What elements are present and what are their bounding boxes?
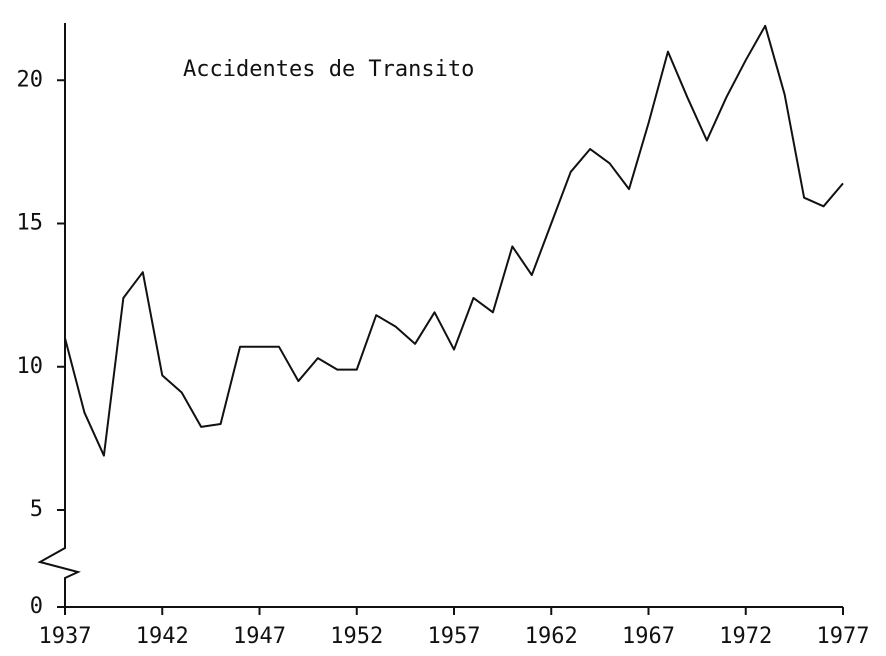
y-tick-label: 5	[30, 497, 43, 522]
x-tick-label: 1957	[428, 624, 481, 649]
x-tick-label: 1972	[719, 624, 772, 649]
x-tick-label: 1977	[817, 624, 870, 649]
x-tick-label: 1967	[622, 624, 675, 649]
x-tick-label: 1962	[525, 624, 578, 649]
data-line	[64, 24, 844, 457]
x-tick-label: 1952	[330, 624, 383, 649]
x-tick-label: 1937	[39, 624, 92, 649]
y-axis	[37, 22, 81, 607]
x-tick-label: 1947	[233, 624, 286, 649]
y-tick-label: 0	[30, 594, 43, 619]
y-tick-label: 10	[17, 354, 44, 379]
y-tick-label: 20	[17, 67, 44, 92]
x-tick-label: 1942	[136, 624, 189, 649]
chart-title: Accidentes de Transito	[183, 57, 474, 82]
y-tick-label: 15	[17, 211, 44, 236]
